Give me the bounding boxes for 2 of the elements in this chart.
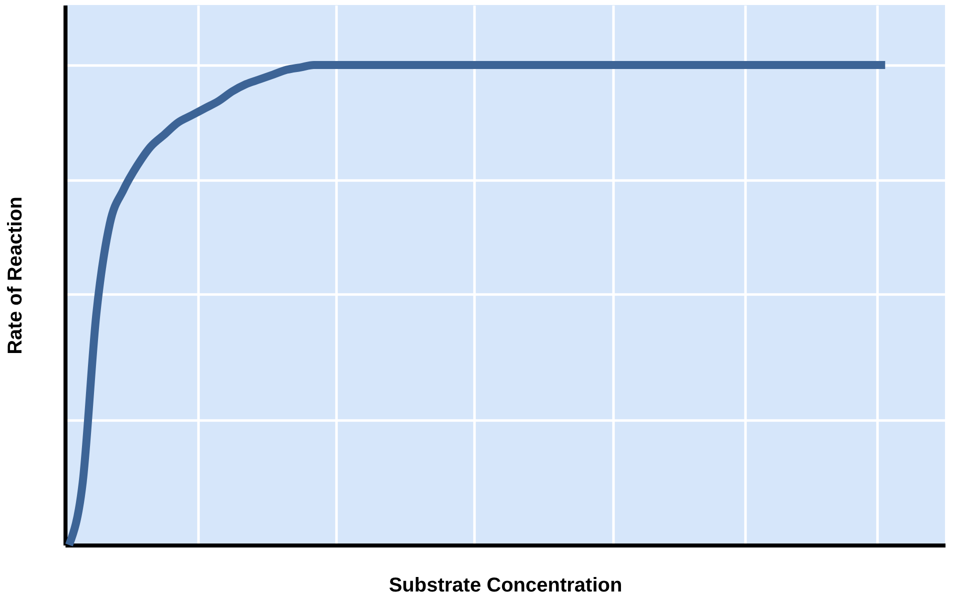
y-axis-title: Rate of Reaction xyxy=(4,196,26,354)
x-axis-title: Substrate Concentration xyxy=(388,574,622,596)
